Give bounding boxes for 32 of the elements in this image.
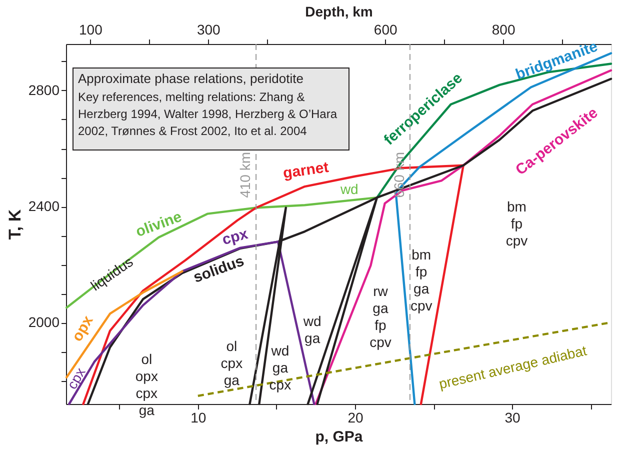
x-tick-label: 20 — [348, 410, 364, 426]
annotation: bm fp ga cpv — [410, 246, 432, 314]
y-axis-title: T, K — [5, 208, 24, 240]
annotation: present average adiabat — [437, 342, 588, 392]
x-tick-label: 30 — [504, 410, 521, 426]
annotation: Key references, melting relations: Zhang & Herzberg 1994, Walter 1998, Herzberg & O’Hara 2002, Trønnes & Frost 2002, Ito et al. 2004 — [78, 90, 338, 138]
x2-tick-label: 800 — [492, 22, 516, 38]
x2-tick-label: 600 — [374, 22, 398, 38]
y-tick-label: 2000 — [28, 314, 60, 330]
y-tick-label: 2400 — [28, 198, 60, 214]
annotation: ol cpx ga — [220, 338, 243, 388]
ref-line-label: 410 km — [237, 152, 254, 198]
x2-axis-title: Depth, km — [305, 4, 373, 20]
annotation: rw ga fp cpv — [370, 283, 392, 350]
annotation: wd — [339, 180, 358, 197]
text: garnet — [282, 158, 330, 182]
text: olivine — [134, 208, 184, 241]
text: Approximate phase relations, peridotite — [78, 71, 304, 86]
text: solidus — [191, 252, 246, 286]
annotation: ol opx cpx ga — [135, 351, 158, 418]
y-tick-label: 2800 — [28, 82, 60, 98]
x-axis-title: p, GPa — [315, 428, 364, 446]
text: cpx — [220, 225, 250, 249]
x2-tick-label: 300 — [196, 22, 221, 38]
text: opx — [68, 312, 98, 344]
annotation: bm fp cpv — [506, 198, 528, 248]
annotation: wd ga — [302, 312, 322, 346]
ref-line-label: 660 km — [390, 152, 407, 198]
x2-tick-label: 100 — [79, 22, 103, 38]
x-tick-label: 10 — [190, 410, 206, 426]
annotation: cpx — [64, 364, 88, 392]
annotation: wd ga cpx — [269, 342, 292, 392]
